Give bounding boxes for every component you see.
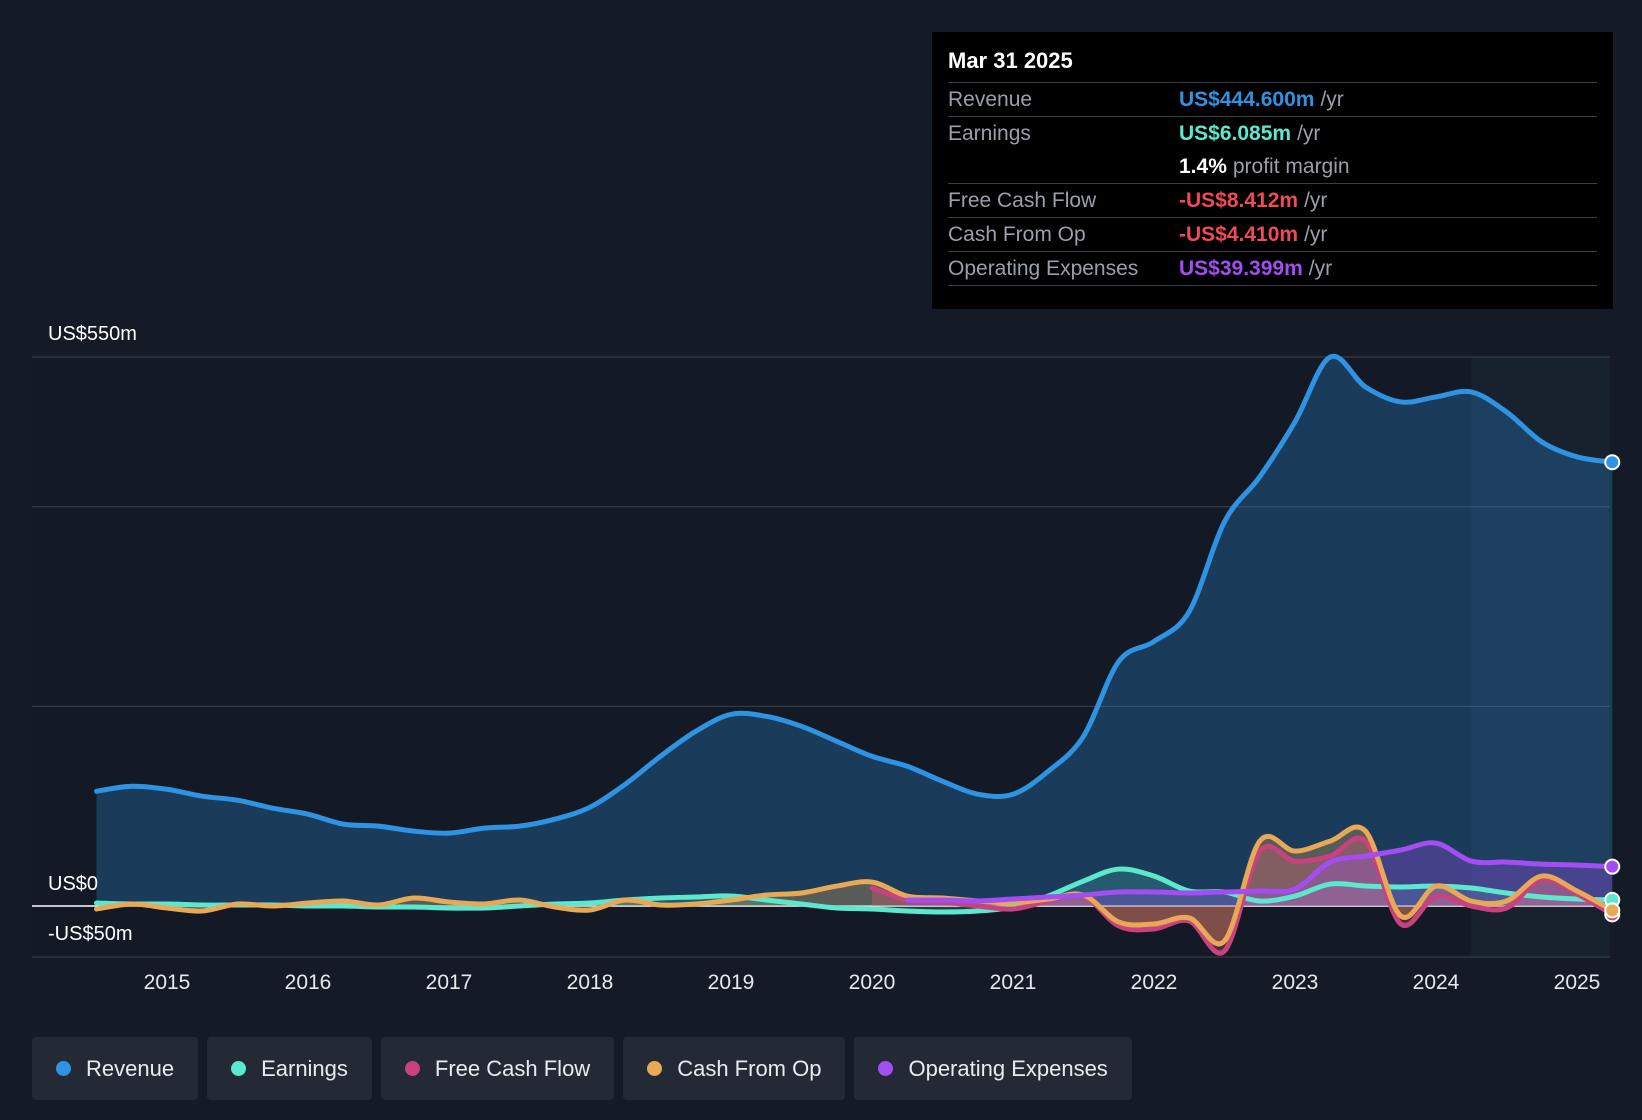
tooltip-label: Cash From Op xyxy=(948,222,1086,246)
tooltip-value: US$444.600m xyxy=(1179,87,1315,111)
tooltip-panel: Mar 31 2025 Revenue US$444.600m /yr Earn… xyxy=(932,32,1613,309)
tooltip-row-free-cash-flow: Free Cash Flow -US$8.412m /yr xyxy=(948,183,1597,217)
legend-label: Operating Expenses xyxy=(908,1055,1108,1081)
legend-label: Earnings xyxy=(261,1055,348,1081)
tooltip-row-earnings: Earnings US$6.085m /yr xyxy=(948,116,1597,150)
tooltip-unit: /yr xyxy=(1308,256,1333,280)
revenue-endpoint xyxy=(1604,454,1621,471)
operating-expenses-area xyxy=(907,842,1613,906)
cash-from-op-endpoint xyxy=(1604,902,1621,919)
legend-dot-icon xyxy=(56,1061,71,1076)
legend-item-revenue[interactable]: Revenue xyxy=(32,1037,199,1100)
tooltip-row-revenue: Revenue US$444.600m /yr xyxy=(948,82,1597,116)
earnings-area xyxy=(96,868,1613,912)
tooltip-value: 1.4% xyxy=(1179,154,1227,178)
x-tick-label: 2025 xyxy=(1554,971,1601,994)
tooltip-label: Free Cash Flow xyxy=(948,188,1097,212)
revenue-area xyxy=(96,356,1613,906)
tooltip-value: -US$4.410m xyxy=(1179,222,1299,246)
free-cash-flow-line xyxy=(869,835,1615,956)
earnings-line xyxy=(94,866,1615,915)
x-tick-label: 2021 xyxy=(990,971,1037,994)
tooltip-row-profit-margin: 1.4% profit margin xyxy=(948,150,1597,183)
x-axis-labels: 2015 2016 2017 2018 2019 2020 2021 2022 2023 2024… xyxy=(144,971,1601,994)
tooltip-unit: /yr xyxy=(1304,222,1328,246)
cash-from-op-line xyxy=(94,824,1615,947)
legend-item-operating-expenses[interactable]: Operating Expenses xyxy=(854,1037,1132,1100)
y-axis-zero-label: US$0 xyxy=(48,873,98,895)
x-tick-label: 2019 xyxy=(708,971,755,994)
y-axis-bottom-label: -US$50m xyxy=(48,923,132,945)
operating-expenses-line xyxy=(904,840,1615,904)
tooltip-unit: /yr xyxy=(1320,87,1344,111)
tooltip-value: -US$8.412m xyxy=(1179,188,1299,212)
x-tick-label: 2022 xyxy=(1131,971,1178,994)
operating-expenses-endpoint xyxy=(1604,858,1621,875)
legend-item-free-cash-flow[interactable]: Free Cash Flow xyxy=(380,1037,615,1100)
legend-label: Revenue xyxy=(86,1055,175,1081)
legend-label: Free Cash Flow xyxy=(434,1055,591,1081)
legend-dot-icon xyxy=(647,1061,663,1076)
tooltip-value: US$6.085m xyxy=(1179,121,1292,145)
revenue-line xyxy=(94,353,1615,836)
tooltip-value: US$39.399m xyxy=(1179,256,1303,280)
legend-dot-icon xyxy=(878,1061,894,1076)
tooltip-label: Operating Expenses xyxy=(948,256,1139,280)
legend-item-cash-from-op[interactable]: Cash From Op xyxy=(623,1037,846,1100)
tooltip-label: Revenue xyxy=(948,87,1033,111)
x-tick-label: 2023 xyxy=(1272,971,1319,994)
x-tick-label: 2017 xyxy=(426,971,473,994)
legend-label: Cash From Op xyxy=(677,1055,822,1081)
tooltip-unit: /yr xyxy=(1304,188,1328,212)
tooltip-label: Earnings xyxy=(948,121,1031,145)
tooltip-unit: profit margin xyxy=(1232,154,1350,178)
tooltip-row-operating-expenses: Operating Expenses US$39.399m /yr xyxy=(948,251,1597,286)
legend-dot-icon xyxy=(231,1061,247,1076)
x-tick-label: 2016 xyxy=(285,971,332,994)
x-tick-label: 2024 xyxy=(1413,971,1460,994)
x-tick-label: 2020 xyxy=(849,971,896,994)
y-axis-top-label: US$550m xyxy=(48,323,137,345)
legend-item-earnings[interactable]: Earnings xyxy=(207,1037,372,1100)
tooltip-row-cash-from-op: Cash From Op -US$4.410m /yr xyxy=(948,217,1597,251)
tooltip-unit: /yr xyxy=(1297,121,1321,145)
series-lines xyxy=(94,353,1615,956)
legend: Revenue Earnings Free Cash Flow Cash Fro… xyxy=(32,1037,1132,1100)
tooltip-date: Mar 31 2025 xyxy=(948,48,1073,73)
x-tick-label: 2018 xyxy=(567,971,614,994)
x-tick-label: 2015 xyxy=(144,971,191,994)
series-endpoints xyxy=(1604,454,1621,923)
legend-dot-icon xyxy=(404,1061,420,1076)
